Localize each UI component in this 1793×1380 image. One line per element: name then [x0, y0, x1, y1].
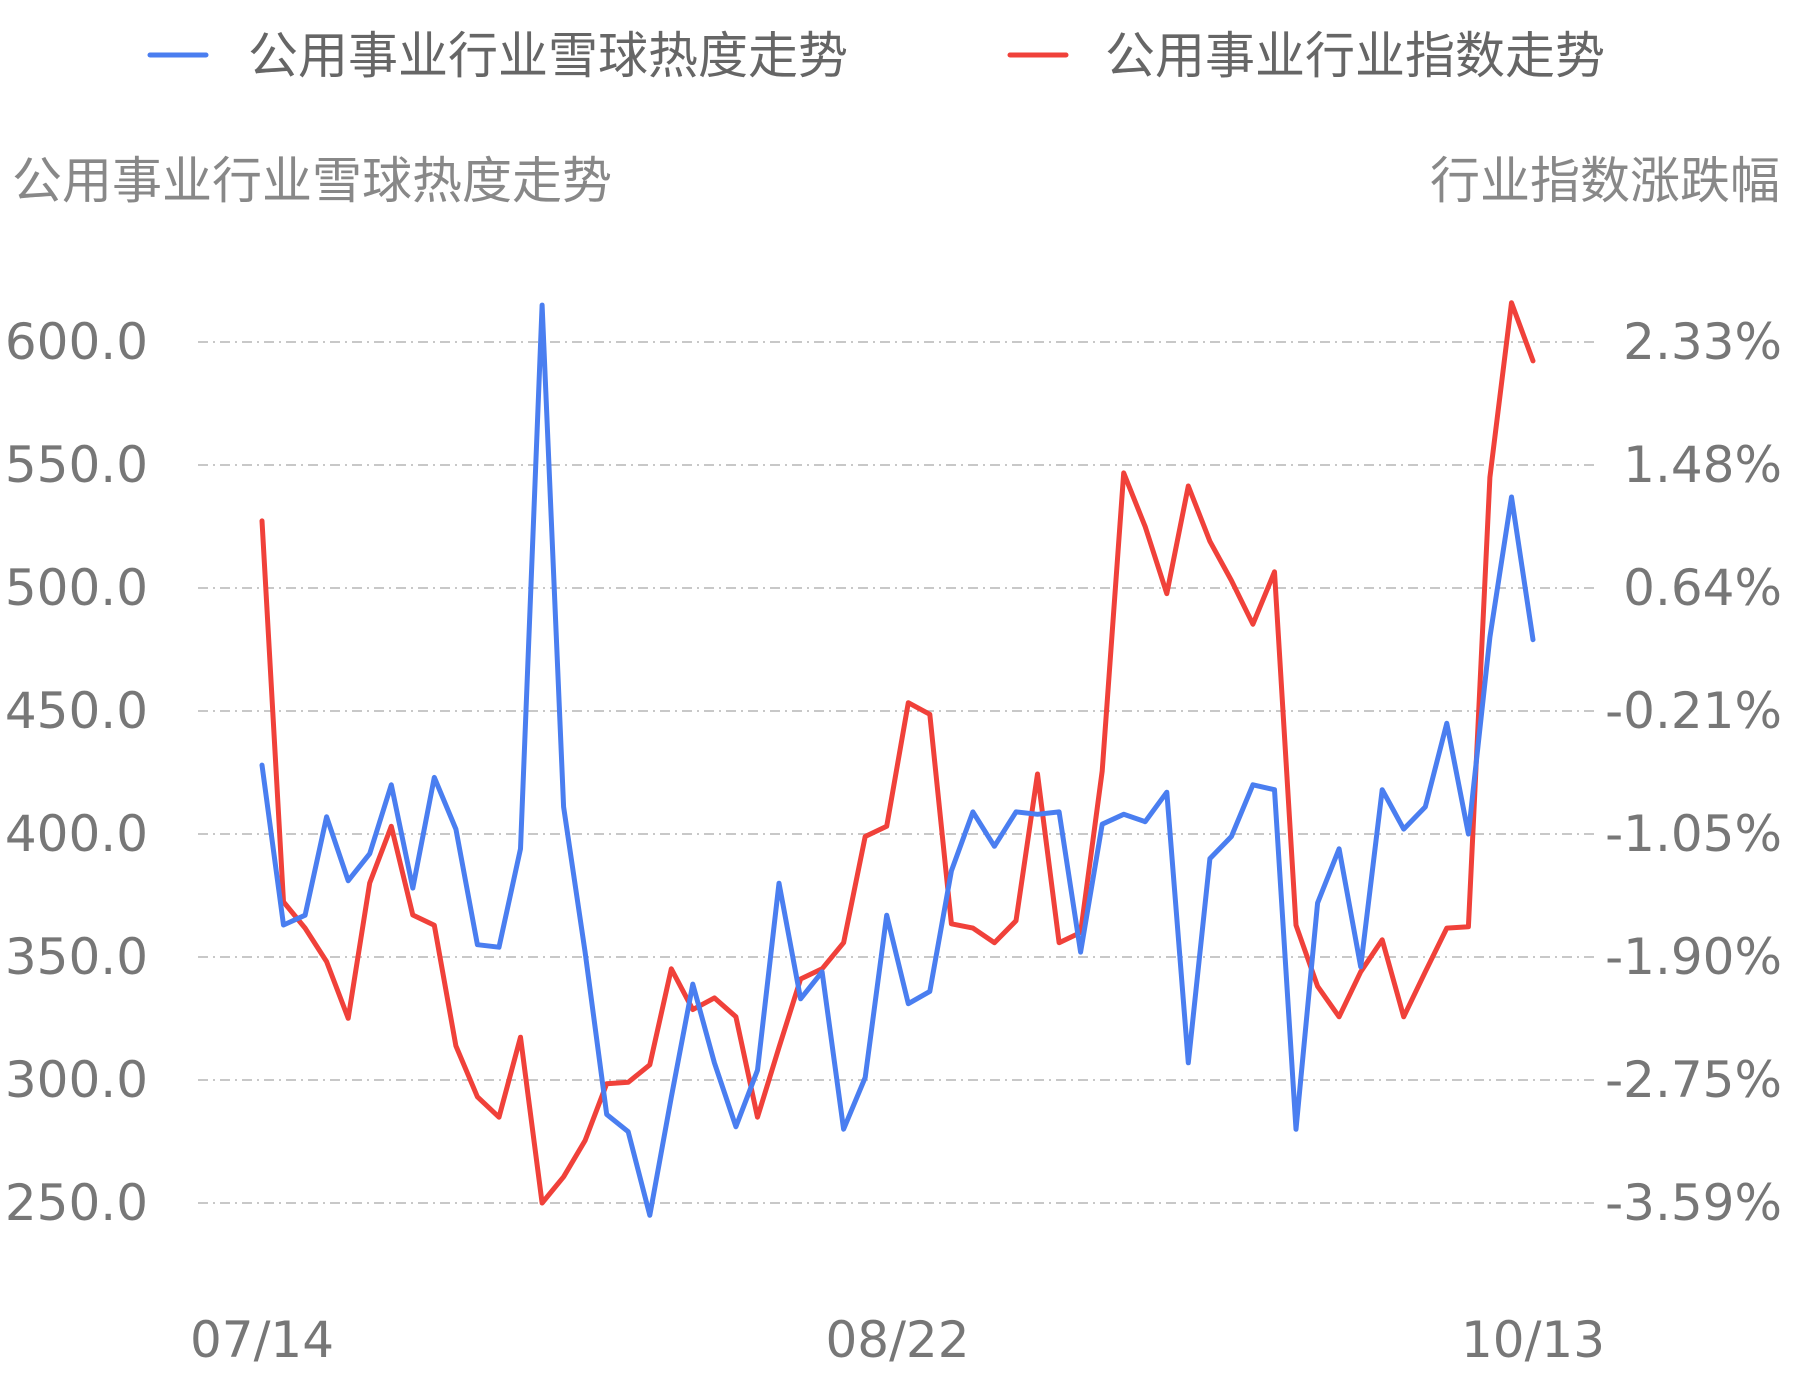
- right-axis-ticks: 2.33% 1.48% 0.64% -0.21% -1.05% -1.90% -2.75% -…: [1605, 313, 1782, 1232]
- legend-label-index: 公用事业行业指数走势: [1105, 27, 1605, 85]
- right-tick-label: 2.33%: [1623, 313, 1782, 371]
- left-tick-label: 400.0: [5, 805, 148, 863]
- series-line-index: [259, 300, 1536, 1206]
- left-axis-title: 公用事业行业雪球热度走势: [12, 152, 612, 210]
- left-tick-label: 500.0: [5, 559, 148, 617]
- left-tick-label: 350.0: [5, 928, 148, 986]
- legend-label-heat: 公用事业行业雪球热度走势: [248, 27, 848, 85]
- x-tick-label: 10/13: [1461, 1311, 1605, 1369]
- series-lines: [259, 300, 1536, 1218]
- x-axis-ticks: 07/14 08/22 10/13: [190, 1311, 1605, 1369]
- left-tick-label: 550.0: [5, 436, 148, 494]
- right-tick-label: -3.59%: [1605, 1174, 1782, 1232]
- right-tick-label: -1.05%: [1605, 805, 1782, 863]
- left-tick-label: 450.0: [5, 682, 148, 740]
- gridlines: [198, 341, 1598, 1204]
- legend: 公用事业行业雪球热度走势 公用事业行业指数走势: [147, 27, 1605, 85]
- right-tick-label: -2.75%: [1605, 1051, 1782, 1109]
- right-tick-label: 1.48%: [1623, 436, 1782, 494]
- right-tick-label: -0.21%: [1605, 682, 1782, 740]
- right-tick-label: 0.64%: [1623, 559, 1782, 617]
- right-tick-label: -1.90%: [1605, 928, 1782, 986]
- series-line-heat: [259, 302, 1536, 1218]
- left-tick-label: 300.0: [5, 1051, 148, 1109]
- left-tick-label: 600.0: [5, 313, 148, 371]
- right-axis-title: 行业指数涨跌幅: [1430, 152, 1780, 210]
- x-tick-label: 07/14: [190, 1311, 334, 1369]
- x-tick-label: 08/22: [825, 1311, 969, 1369]
- left-axis-ticks: 600.0 550.0 500.0 450.0 400.0 350.0 300.0 250.0: [5, 313, 148, 1232]
- left-tick-label: 250.0: [5, 1174, 148, 1232]
